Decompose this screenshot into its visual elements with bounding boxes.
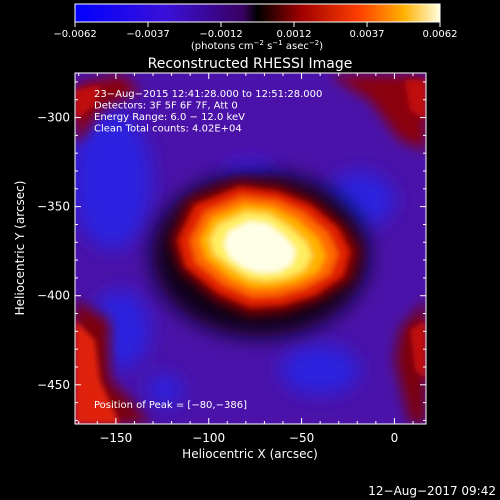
heatmap-image [75, 73, 426, 424]
colorbar-tick-label: −0.0012 [199, 29, 242, 40]
observation-info: 23−Aug−2015 12:41:28.000 to 12:51:28.000… [94, 89, 322, 135]
y-tick-label: −400 [37, 289, 70, 303]
plot-frame [74, 72, 427, 425]
colorbar-tick-label: 0.0037 [350, 29, 385, 40]
y-tick-label: −350 [37, 200, 70, 214]
info-line: Energy Range: 6.0 − 12.0 keV [94, 112, 245, 123]
info-line: 23−Aug−2015 12:41:28.000 to 12:51:28.000 [94, 89, 322, 100]
colorbar-ticks: −0.0062 −0.0037 −0.0012 0.0012 0.0037 0.0062 [53, 22, 458, 40]
x-axis-ticks: −150 −100 −50 0 [78, 73, 414, 445]
footer-timestamp: 12−Aug−2017 09:42 [368, 484, 496, 498]
info-line: Clean Total counts: 4.02E+04 [94, 124, 242, 135]
x-tick-label: −50 [289, 431, 314, 445]
colorbar-tick-label: −0.0062 [53, 29, 96, 40]
x-axis-label: Heliocentric X (arcsec) [182, 447, 318, 461]
chart-title: Reconstructed RHESSI Image [148, 56, 353, 72]
y-axis-ticks: −300 −350 −400 −450 [37, 81, 426, 421]
colorbar [74, 3, 441, 23]
x-tick-label: −100 [192, 431, 225, 445]
x-tick-label: 0 [391, 431, 399, 445]
colorbar-tick-label: −0.0037 [126, 29, 169, 40]
colorbar-tick-label: 0.0012 [277, 29, 312, 40]
colorbar-tick-label: 0.0062 [423, 29, 458, 40]
info-line: Detectors: 3F 5F 6F 7F, Att 0 [94, 101, 238, 112]
colorbar-unit-label: (photons cm−2 s−1 asec−2) [191, 39, 323, 52]
y-axis-label: Heliocentric Y (arcsec) [13, 181, 27, 316]
peak-position-text: Position of Peak = [−80,−386] [94, 400, 247, 411]
y-tick-label: −300 [37, 111, 70, 125]
y-tick-label: −450 [37, 378, 70, 392]
x-tick-label: −150 [99, 431, 132, 445]
